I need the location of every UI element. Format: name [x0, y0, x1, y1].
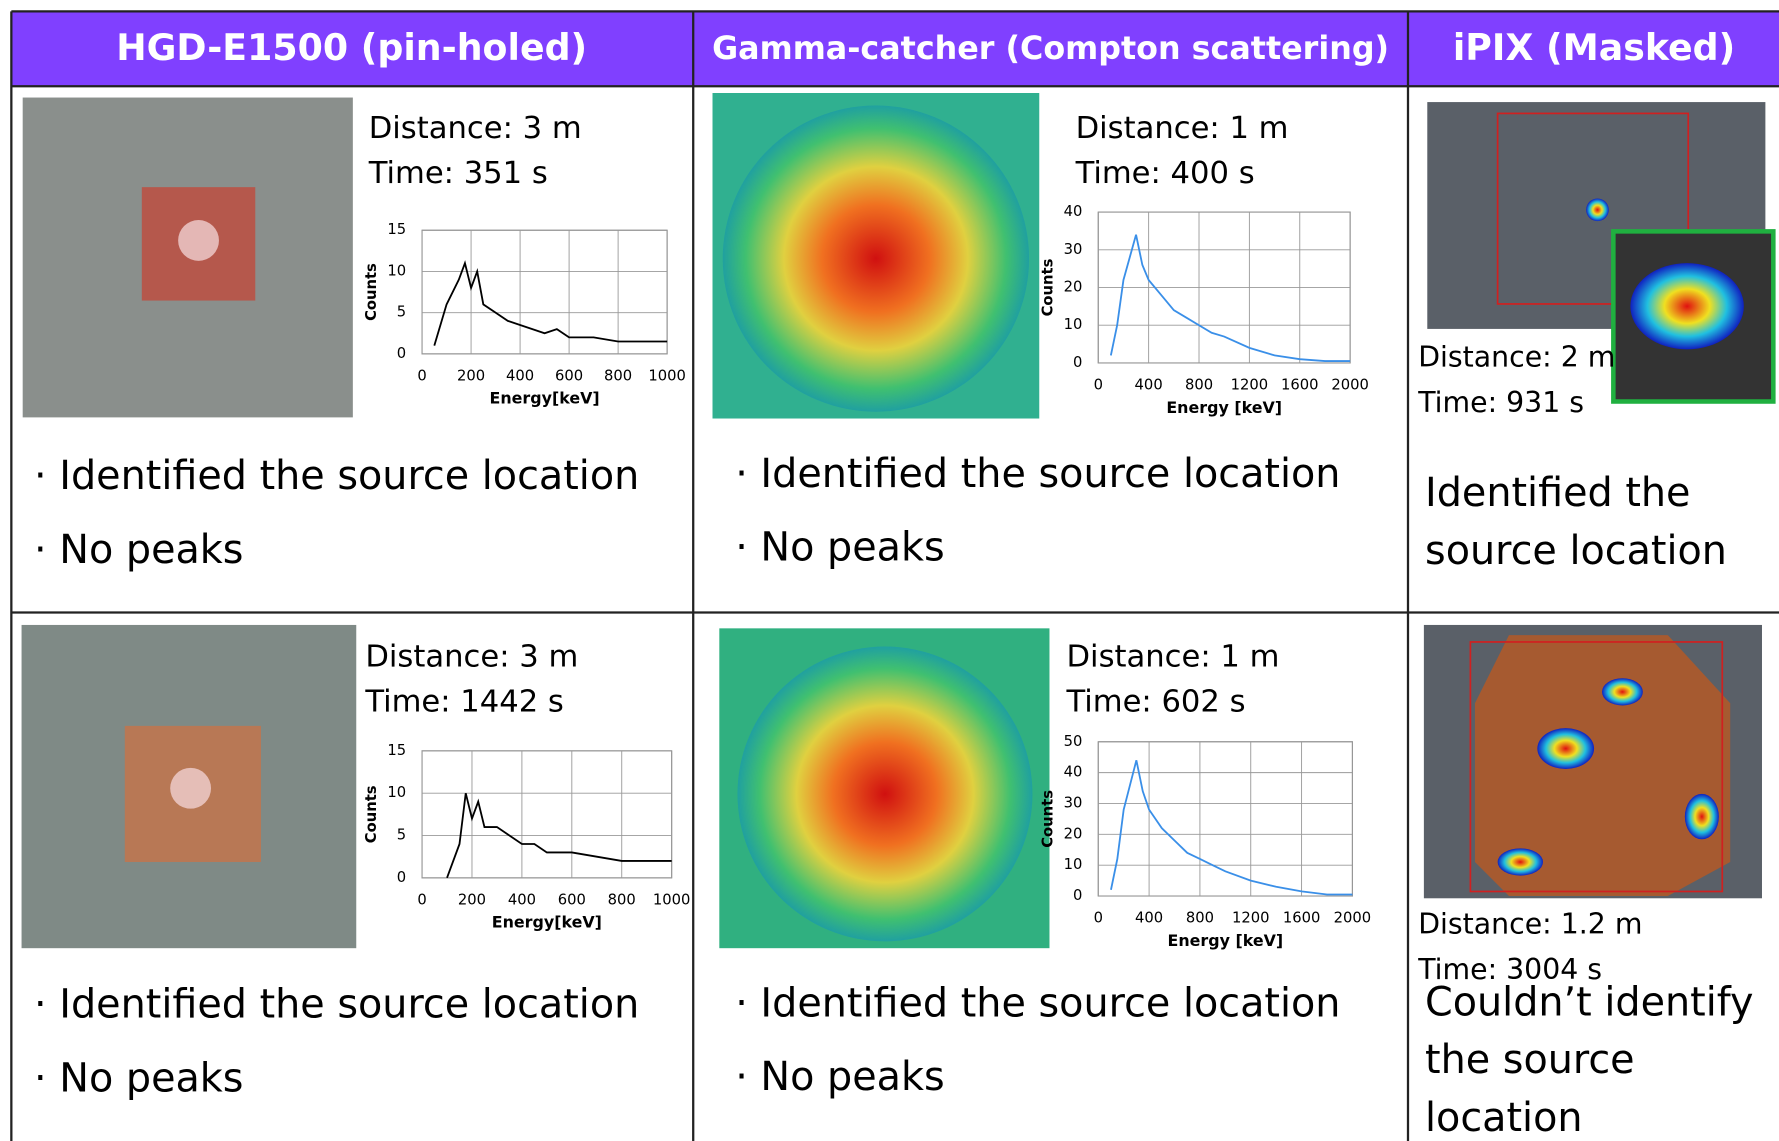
y-tick-label: 10 — [1064, 316, 1083, 333]
x-axis-label: Energy[keV] — [492, 913, 602, 932]
y-tick-label: 40 — [1064, 764, 1083, 781]
header: HGD-E1500 (pin-holed) Gamma-catcher (Com… — [116, 26, 1735, 69]
header-cell: Gamma-catcher (Compton scattering) — [712, 31, 1389, 67]
x-tick-label: 1000 — [648, 368, 686, 385]
note: · Identified the source location — [735, 451, 1340, 497]
spectrum-line — [1109, 234, 1351, 362]
note: · Identified the source location — [34, 982, 639, 1028]
x-tick-label: 800 — [608, 892, 636, 909]
x-tick-label: 400 — [508, 892, 536, 909]
x-tick-label: 2000 — [1331, 377, 1369, 394]
x-tick-label: 1600 — [1283, 910, 1321, 927]
x-tick-label: 800 — [604, 368, 632, 385]
x-tick-label: 2000 — [1334, 910, 1372, 927]
spectrum-line — [1110, 760, 1353, 896]
distance: Distance: 2 m — [1418, 340, 1615, 373]
photo — [22, 97, 353, 418]
y-tick-label: 5 — [397, 827, 406, 844]
x-tick-label: 1600 — [1281, 377, 1319, 394]
note: · No peaks — [34, 527, 243, 573]
y-tick-label: 10 — [1064, 856, 1083, 873]
y-tick-label: 0 — [397, 345, 406, 362]
y-tick-label: 0 — [1073, 887, 1082, 904]
x-axis-label: Energy [keV] — [1166, 398, 1282, 417]
y-axis-label: Counts — [1039, 258, 1056, 316]
spectrum-line — [433, 260, 668, 346]
note: · Identified the source location — [34, 453, 639, 499]
x-tick-label: 0 — [1094, 910, 1103, 927]
photo — [1423, 624, 1762, 899]
spectrum-line — [446, 792, 672, 879]
x-tick-label: 600 — [558, 892, 586, 909]
distance: Distance: 1.2 m — [1418, 908, 1642, 941]
x-axis-label: Energy[keV] — [490, 389, 600, 408]
x-tick-label: 800 — [1185, 377, 1213, 394]
y-tick-label: 20 — [1064, 825, 1083, 842]
distance: Distance: 3 m — [365, 639, 578, 674]
note: · Identified the source location — [735, 981, 1340, 1027]
time: Time: 400 s — [1075, 156, 1255, 191]
note: · No peaks — [34, 1055, 243, 1101]
photo — [1427, 102, 1776, 404]
x-tick-label: 0 — [417, 892, 426, 909]
y-axis-label: Counts — [363, 263, 380, 321]
time: Time: 602 s — [1065, 685, 1245, 720]
y-tick-label: 30 — [1064, 241, 1083, 258]
y-axis-label: Counts — [363, 785, 380, 843]
result: the source — [1425, 1037, 1635, 1083]
y-tick-label: 40 — [1064, 203, 1083, 220]
x-tick-label: 400 — [506, 368, 534, 385]
photo — [719, 628, 1050, 949]
result: source location — [1425, 528, 1727, 574]
note: · No peaks — [735, 525, 944, 571]
distance: Distance: 1 m — [1076, 111, 1289, 146]
x-tick-label: 1000 — [653, 892, 691, 909]
y-tick-label: 0 — [397, 869, 406, 886]
x-tick-label: 200 — [458, 892, 486, 909]
x-tick-label: 800 — [1186, 910, 1214, 927]
y-axis-label: Counts — [1039, 790, 1056, 848]
photo — [21, 624, 357, 949]
x-tick-label: 1200 — [1232, 910, 1270, 927]
distance: Distance: 3 m — [369, 111, 582, 146]
y-tick-label: 20 — [1064, 279, 1083, 296]
time: Time: 3004 s — [1417, 953, 1602, 986]
x-axis-label: Energy [keV] — [1167, 931, 1283, 950]
x-tick-label: 1200 — [1231, 377, 1269, 394]
y-tick-label: 30 — [1064, 794, 1083, 811]
table-grid — [10, 10, 1779, 1141]
y-tick-label: 50 — [1064, 733, 1083, 750]
y-tick-label: 15 — [387, 742, 406, 759]
x-tick-label: 600 — [555, 368, 583, 385]
note: · No peaks — [735, 1054, 944, 1100]
x-tick-label: 0 — [417, 368, 426, 385]
result: Identified the — [1425, 470, 1690, 516]
y-tick-label: 0 — [1073, 354, 1082, 371]
y-tick-label: 15 — [387, 221, 406, 238]
time: Time: 931 s — [1417, 386, 1584, 419]
header-cell: HGD-E1500 (pin-holed) — [116, 26, 587, 69]
result: location — [1425, 1095, 1583, 1141]
x-tick-label: 200 — [457, 368, 485, 385]
time: Time: 351 s — [368, 156, 548, 191]
distance: Distance: 1 m — [1066, 639, 1279, 674]
header-cell: iPIX (Masked) — [1453, 26, 1735, 69]
x-tick-label: 400 — [1135, 377, 1163, 394]
x-tick-label: 400 — [1135, 910, 1163, 927]
header-band — [11, 11, 1779, 87]
photo — [712, 93, 1040, 419]
y-tick-label: 10 — [387, 262, 406, 279]
x-tick-label: 0 — [1094, 377, 1103, 394]
time: Time: 1442 s — [364, 685, 564, 720]
y-tick-label: 5 — [397, 304, 406, 321]
y-tick-label: 10 — [387, 784, 406, 801]
result: Couldn’t identify — [1425, 979, 1754, 1025]
